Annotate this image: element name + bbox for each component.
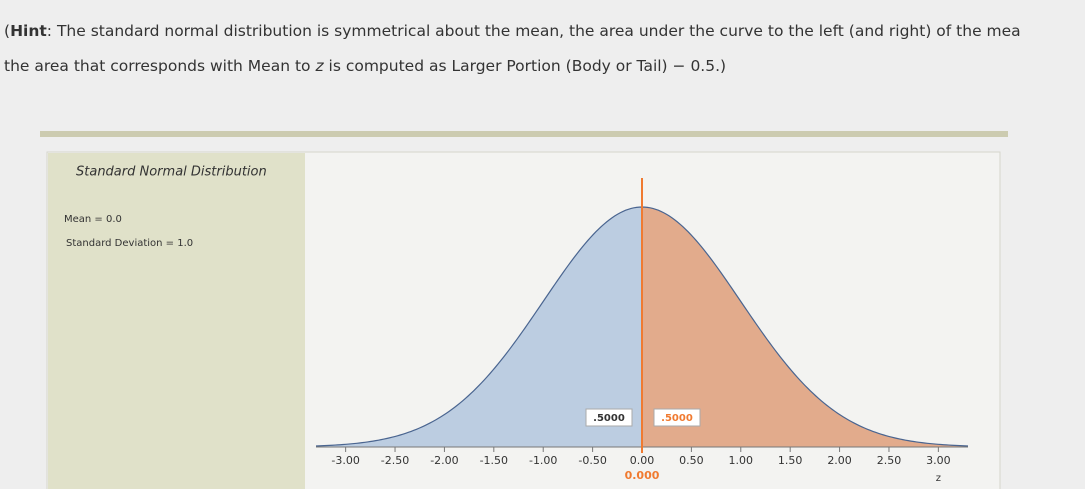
hint-line: (Hint: The standard normal distribution … <box>4 22 1021 40</box>
x-tick-label: 1.00 <box>729 454 754 467</box>
x-tick-label: 0.50 <box>679 454 704 467</box>
hint-text: is computed as Larger Portion (Body or T… <box>323 57 727 75</box>
sd-text: Standard Deviation = 1.0 <box>66 238 193 249</box>
hint-text: the area that corresponds with Mean to <box>4 57 316 75</box>
sidebar <box>48 153 305 489</box>
hint-var: z <box>315 57 324 75</box>
z-label: 0.000 <box>625 469 660 482</box>
x-tick-label: -3.00 <box>331 454 359 467</box>
area-label-box <box>653 408 701 427</box>
hint-line: the area that corresponds with Mean to z… <box>4 57 726 75</box>
x-tick-label: -2.50 <box>381 454 409 467</box>
x-tick-label: 3.00 <box>926 454 951 467</box>
x-tick-label: 1.50 <box>778 454 803 467</box>
x-tick-label: -1.50 <box>480 454 508 467</box>
divider <box>40 131 1008 137</box>
x-tick-label: -2.00 <box>430 454 458 467</box>
area-right <box>642 207 968 447</box>
x-tick-label: 2.50 <box>877 454 902 467</box>
chart-title: Standard Normal Distribution <box>76 165 267 180</box>
area-label-box <box>585 408 633 427</box>
x-tick-label: -1.00 <box>529 454 557 467</box>
mean-text: Mean = 0.0 <box>64 214 122 225</box>
hint-label: Hint <box>10 22 47 40</box>
x-tick-label: -0.50 <box>578 454 606 467</box>
hint-text: : The standard normal distribution is sy… <box>46 22 1021 40</box>
x-tick-label: 2.00 <box>827 454 852 467</box>
area-label: .5000 <box>661 413 693 424</box>
area-left <box>316 207 642 447</box>
area-label: .5000 <box>593 413 625 424</box>
x-tick-label: 0.00 <box>630 454 655 467</box>
x-axis-label: z <box>936 473 941 484</box>
